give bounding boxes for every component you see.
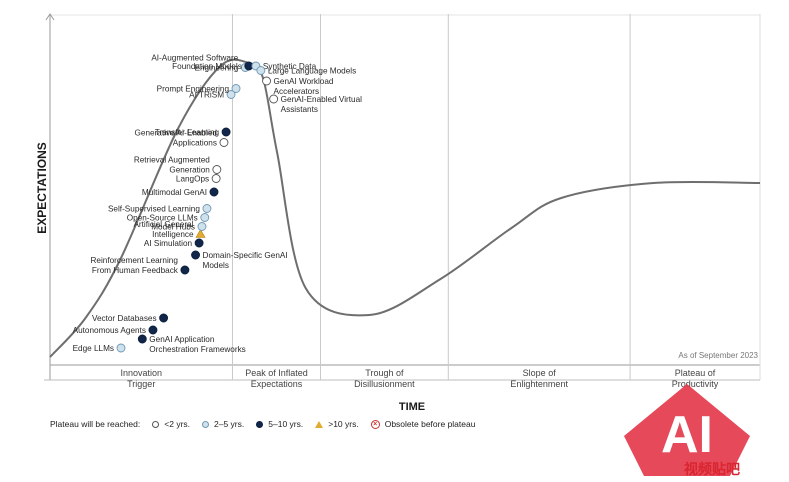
tech-label: Open-Source LLMs (127, 214, 198, 223)
tech-label: Models (203, 261, 229, 270)
tech-label: Domain-Specific GenAI (203, 251, 288, 260)
phase-label: Trigger (127, 379, 155, 389)
phase-label: Productivity (672, 379, 719, 389)
tech-point (202, 204, 212, 213)
phase-label: Slope of (523, 368, 557, 378)
tech-label: GenAI Workload (274, 77, 334, 86)
tech-point (209, 187, 219, 197)
tech-label: Autonomous Agents (73, 326, 146, 335)
tech-label: Orchestration Frameworks (149, 345, 245, 354)
tech-label: Assistants (281, 105, 318, 114)
obsolete-x-icon: × (370, 419, 380, 429)
tech-label: Self-Supervised Learning (108, 205, 200, 214)
tech-label: Reinforcement Learning (91, 256, 179, 265)
light-blue-circle-icon (202, 420, 210, 428)
hype-curve (49, 58, 761, 358)
legend-label: 2–5 yrs. (214, 419, 245, 429)
phase-label: Peak of Inflated (245, 368, 308, 378)
tech-label: Engineering (195, 64, 239, 73)
tech-label: Synthetic Data (263, 62, 317, 71)
tech-point (137, 334, 147, 344)
tech-label: Foundation Models (172, 62, 242, 71)
tech-label: AI TRiSM (189, 91, 224, 100)
tech-point (256, 66, 266, 75)
watermark-badge-shape (624, 384, 750, 476)
tech-label: Retrieval Augmented (134, 156, 210, 165)
dark-circle-icon (256, 420, 264, 428)
tech-point (159, 313, 169, 323)
phase-label: Innovation (120, 368, 162, 378)
tech-point (191, 250, 201, 260)
legend-item-obsolete: × Obsolete before plateau (370, 419, 476, 429)
tech-label: Large Language Models (268, 67, 356, 76)
tech-label: Generation (169, 166, 210, 175)
legend: Plateau will be reached: <2 yrs. 2–5 yrs… (50, 419, 475, 429)
legend-label: Obsolete before plateau (384, 419, 476, 429)
legend-title: Plateau will be reached: (50, 419, 141, 429)
triangle-icon (315, 420, 324, 428)
phase-label: Trough of (365, 368, 404, 378)
tech-point (231, 84, 241, 93)
tech-point (197, 222, 207, 231)
tech-label: Multimodal GenAI (142, 188, 207, 197)
tech-point (262, 76, 271, 86)
watermark-caption: 视频贴吧 (684, 461, 740, 478)
legend-item-gt10: >10 yrs. (315, 419, 359, 429)
tech-label: GenAI Application (149, 335, 215, 344)
tech-label: Prompt Engineering (157, 85, 230, 94)
tech-label: AI Simulation (144, 239, 193, 248)
phase-dividers (231, 14, 631, 380)
x-axis-label: TIME (399, 401, 425, 413)
tech-point (180, 265, 190, 275)
tech-point (116, 343, 126, 353)
legend-label: <2 yrs. (164, 419, 191, 429)
watermark-ai-text: AI (661, 406, 713, 464)
technology-points: Edge LLMs GenAI ApplicationOrchestration … (73, 54, 363, 355)
tech-label: Accelerators (274, 87, 320, 96)
watermark-logo: AI 视频贴吧 (624, 384, 750, 478)
tech-label: Artificial General (133, 220, 193, 229)
tech-label: Intelligence (152, 230, 194, 239)
tech-point (219, 138, 229, 147)
tech-point-triangle (195, 228, 206, 238)
tech-point (194, 238, 204, 248)
tech-point (211, 174, 221, 183)
tech-point (269, 94, 279, 104)
tech-label: Vector Databases (92, 314, 157, 323)
tech-point (200, 213, 210, 222)
phase-label: Disillusionment (354, 379, 415, 389)
tech-point (148, 325, 158, 335)
tech-label: Applications (173, 139, 217, 148)
legend-item-lt2: <2 yrs. (152, 419, 190, 429)
tech-label: GenAI-Enabled Virtual (281, 95, 363, 104)
legend-label: >10 yrs. (328, 419, 359, 429)
phase-label: Expectations (251, 379, 303, 389)
tech-label: Generative AI-Enabled (135, 129, 218, 138)
tech-label: AI-Augmented Software (151, 54, 238, 63)
tech-label: Transfer Learning (155, 128, 220, 137)
tech-point (212, 165, 222, 174)
tech-label: LangOps (176, 175, 209, 184)
legend-item-2-5: 2–5 yrs. (202, 419, 244, 429)
y-axis-arrow-icon (45, 13, 55, 21)
chart-frame (44, 13, 761, 381)
open-circle-icon (152, 420, 160, 428)
as-of-note: As of September 2023 (678, 351, 758, 360)
legend-item-5-10: 5–10 yrs. (256, 419, 303, 429)
tech-point (221, 127, 231, 137)
tech-label: Edge LLMs (73, 344, 114, 353)
tech-label: Model Hubs (151, 223, 195, 232)
phase-label: Enlightenment (510, 379, 568, 389)
tech-label: From Human Feedback (92, 266, 179, 275)
phase-label: Plateau of (675, 368, 716, 378)
y-axis-label: EXPECTATIONS (35, 142, 49, 234)
tech-point (226, 90, 236, 99)
legend-label: 5–10 yrs. (268, 419, 304, 429)
